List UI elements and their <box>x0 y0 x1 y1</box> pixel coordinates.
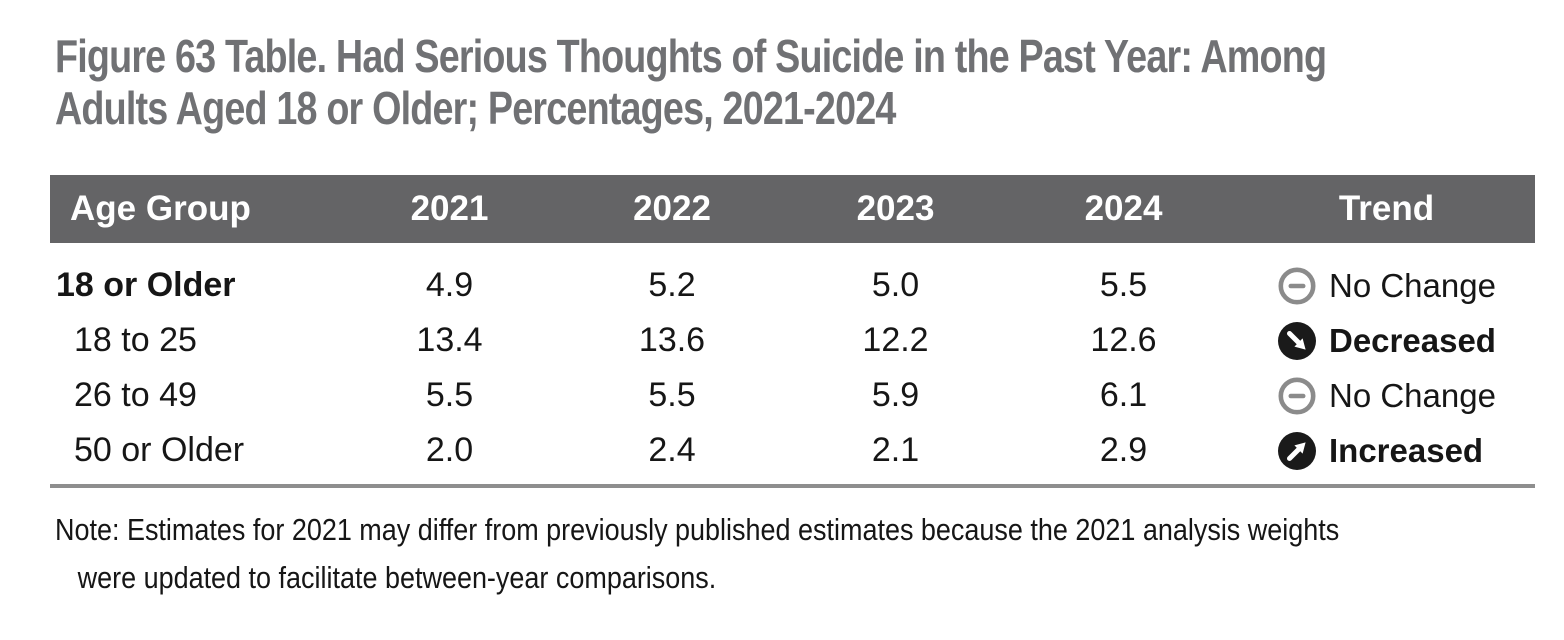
value-2021: 2.0 <box>425 431 474 469</box>
trend-cell: Increased <box>1238 431 1535 470</box>
age-group-label: 18 or Older <box>56 266 236 304</box>
no-change-icon <box>1278 266 1316 305</box>
trend-cell: No Change <box>1238 377 1535 415</box>
value-2023: 2.1 <box>871 431 920 469</box>
value-2022: 2.4 <box>648 431 696 469</box>
figure-title: Figure 63 Table. Had Serious Thoughts of… <box>55 30 1327 134</box>
no-change-icon <box>1278 376 1316 415</box>
increased-icon <box>1278 431 1316 470</box>
trend-label: Increased <box>1329 431 1484 469</box>
table-bottom-rule <box>50 484 1535 488</box>
value-2022: 5.2 <box>648 266 696 304</box>
note-line-2: were updated to facilitate between-year … <box>77 560 717 595</box>
value-2021: 5.5 <box>425 376 474 414</box>
value-2024: 5.5 <box>1099 266 1148 304</box>
table-row: 50 or Older 2.0 2.4 2.1 2.9 Increased <box>50 423 1535 478</box>
column-header-2024: 2024 <box>1084 189 1163 228</box>
value-2022: 13.6 <box>638 321 706 359</box>
column-header-trend: Trend <box>1338 189 1435 228</box>
value-2024: 12.6 <box>1090 321 1157 359</box>
table-row: 18 to 25 13.4 13.6 12.2 12.6 Decreased <box>50 313 1535 368</box>
table-row: 18 or Older 4.9 5.2 5.0 5.5 No Change <box>50 258 1535 313</box>
trend-cell: Decreased <box>1238 321 1535 360</box>
value-2023: 5.9 <box>871 376 920 414</box>
figure-title-line-2: Adults Aged 18 or Older; Percentages, 20… <box>55 82 896 134</box>
column-header-2022: 2022 <box>633 189 711 228</box>
value-2024: 2.9 <box>1099 431 1148 469</box>
decreased-icon <box>1278 321 1316 360</box>
value-2023: 5.0 <box>871 266 920 304</box>
age-group-label: 26 to 49 <box>74 376 197 414</box>
table-row: 26 to 49 5.5 5.5 5.9 6.1 No Change <box>50 368 1535 423</box>
value-2024: 6.1 <box>1099 376 1148 414</box>
table-header-row: Age Group 2021 2022 2023 2024 Trend <box>50 175 1535 243</box>
figure-title-line-1: Figure 63 Table. Had Serious Thoughts of… <box>55 30 1327 82</box>
column-header-2021: 2021 <box>410 189 489 228</box>
value-2022: 5.5 <box>648 376 696 414</box>
value-2021: 4.9 <box>425 266 474 304</box>
value-2023: 12.2 <box>862 321 929 359</box>
data-table: Age Group 2021 2022 2023 2024 Trend 18 o… <box>50 175 1535 488</box>
value-2021: 13.4 <box>416 321 483 359</box>
column-header-age-group: Age Group <box>70 189 251 228</box>
figure-note: Note: Estimates for 2021 may differ from… <box>55 506 1339 602</box>
age-group-label: 18 to 25 <box>74 321 197 359</box>
trend-label: Decreased <box>1329 321 1496 359</box>
age-group-label: 50 or Older <box>74 431 245 469</box>
trend-label: No Change <box>1329 266 1496 304</box>
trend-cell: No Change <box>1238 267 1535 305</box>
note-line-1: Note: Estimates for 2021 may differ from… <box>55 512 1340 547</box>
column-header-2023: 2023 <box>856 189 935 228</box>
trend-label: No Change <box>1329 376 1496 414</box>
